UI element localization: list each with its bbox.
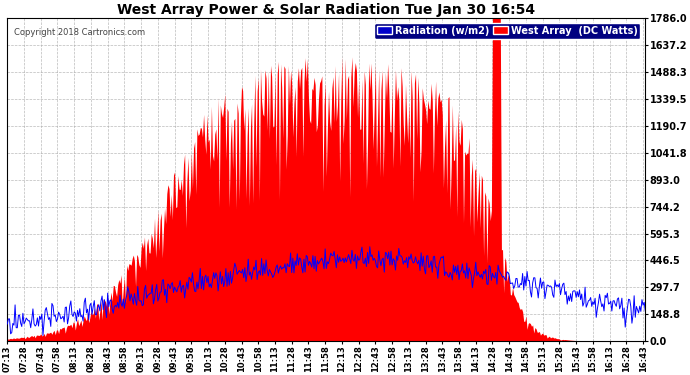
Title: West Array Power & Solar Radiation Tue Jan 30 16:54: West Array Power & Solar Radiation Tue J… [117, 3, 535, 17]
Text: Copyright 2018 Cartronics.com: Copyright 2018 Cartronics.com [14, 28, 145, 37]
Legend: Radiation (w/m2), West Array  (DC Watts): Radiation (w/m2), West Array (DC Watts) [375, 23, 640, 39]
